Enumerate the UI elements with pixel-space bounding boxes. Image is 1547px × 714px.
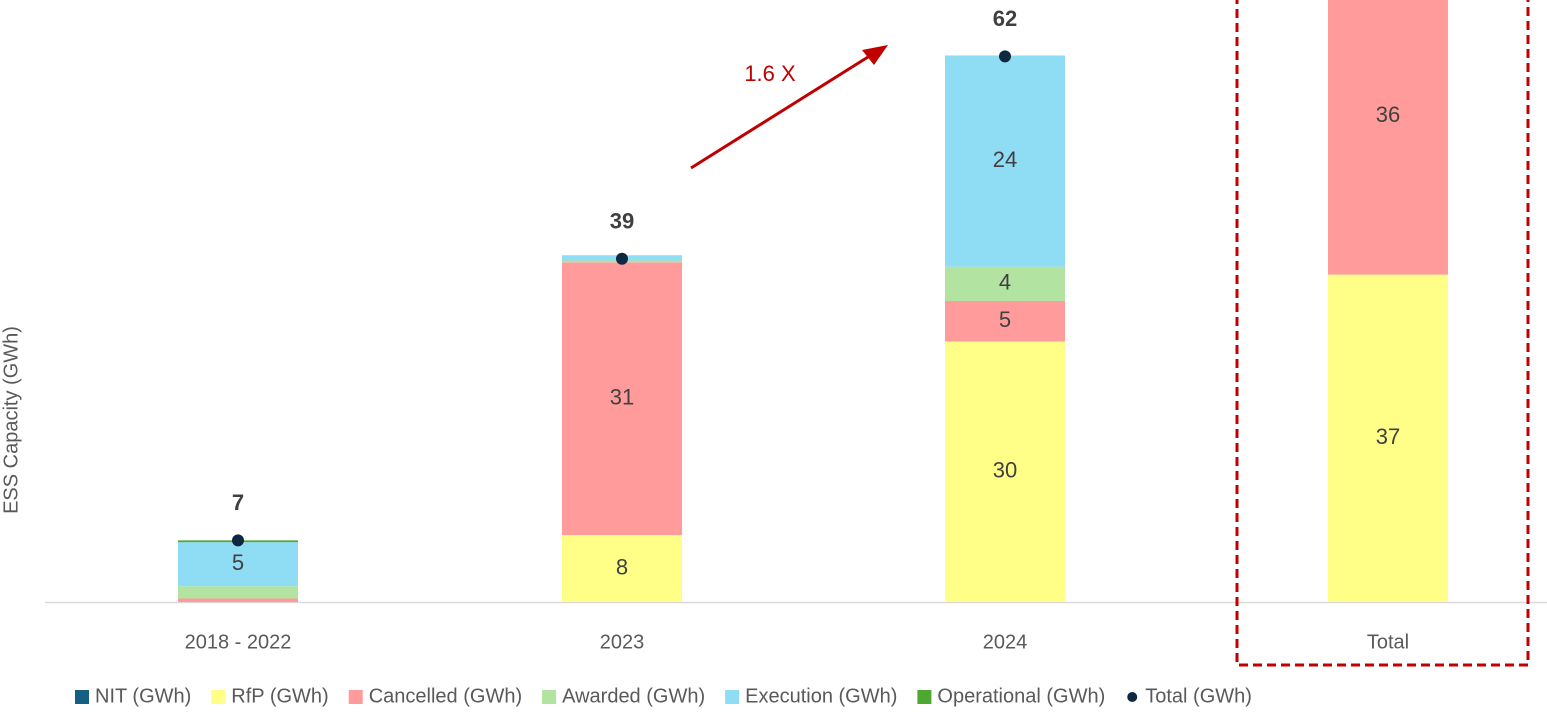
legend-marker [725,690,740,704]
bar-segment [945,55,1065,267]
bar-segment [178,586,298,599]
growth-annotation: 1.6 X [744,61,796,86]
legend-marker [542,690,557,704]
total-marker [999,50,1011,63]
total-label: 62 [993,6,1017,31]
plot: 2018 - 2022 5 7 2023 8 31 39 2024 30 5 4 24 62 Total 3… [75,0,1448,707]
legend-label: NIT (GWh) [95,685,191,707]
total-marker [232,534,244,547]
total-marker [616,252,628,265]
growth-arrow [690,50,877,170]
legend-marker [211,690,226,704]
bar-segment [1328,274,1448,602]
data-label: 36 [1376,102,1400,127]
bar-segment [1328,0,1448,275]
bar-segment [945,341,1065,602]
legend-marker [1127,692,1138,702]
data-label: 5 [999,307,1011,332]
legend-label: Total (GWh) [1145,685,1252,707]
data-label: 37 [1376,424,1400,449]
legend-label: RfP (GWh) [231,685,328,707]
data-label: 4 [999,270,1011,295]
bar-segment [562,262,682,536]
legend-marker [348,690,363,704]
arrow-head [862,45,888,65]
x-tick-label: 2018 - 2022 [185,631,292,653]
legend-label: Operational (GWh) [937,685,1105,707]
y-axis-label: ESS Capacity (GWh) [0,326,22,514]
legend-marker [75,690,89,704]
total-label: 39 [610,209,634,234]
total-label: 7 [232,490,244,515]
data-label: 5 [232,550,244,575]
data-label: 31 [610,385,634,410]
x-tick-label: 2024 [983,631,1028,653]
x-tick-label: 2023 [600,631,645,653]
legend-label: Cancelled (GWh) [369,685,522,707]
legend-label: Awarded (GWh) [562,685,705,707]
data-label: 24 [993,147,1017,172]
data-label: 8 [616,554,628,579]
bar-segment [178,542,298,587]
legend-marker [917,690,932,704]
bar-segment [562,535,682,602]
highlight-box [1235,0,1530,667]
x-tick-label: Total [1367,631,1409,653]
bar-segment [945,266,1065,301]
bar-segment [945,301,1065,342]
bar-segment [178,598,298,602]
legend-label: Execution (GWh) [745,685,897,707]
data-label: 30 [993,458,1017,483]
